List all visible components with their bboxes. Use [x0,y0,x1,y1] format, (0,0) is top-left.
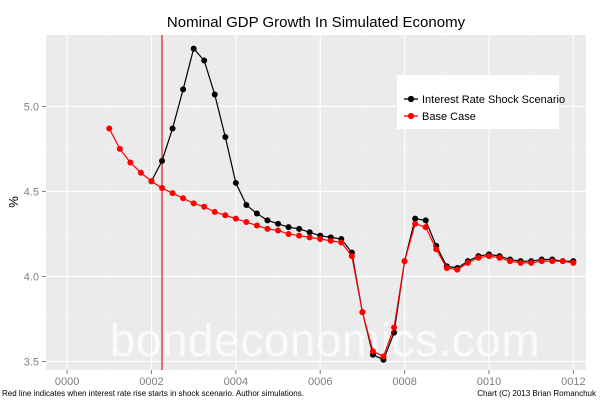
series-base-case [106,125,577,360]
data-point [528,259,535,266]
data-point [190,45,197,52]
data-point [148,178,155,185]
data-point [211,208,218,215]
legend-marker-base [407,112,415,120]
data-point [222,212,229,219]
data-point [253,222,260,229]
data-point [443,264,450,271]
data-point [296,232,303,239]
x-tick-label: 0004 [224,376,248,388]
data-point [169,125,176,132]
data-point [369,348,376,355]
data-point [422,217,429,224]
y-tick-label: 4.5 [24,186,39,198]
data-point [159,157,166,164]
data-point [412,220,419,227]
legend-marker-shock [407,95,415,103]
data-point [327,237,334,244]
data-point [464,259,471,266]
data-point [538,258,545,265]
data-point [422,224,429,231]
x-tick-label: 0006 [308,376,332,388]
data-point [570,259,577,266]
data-point [264,217,271,224]
data-point [559,258,566,265]
data-point [359,309,366,316]
x-tick-label: 0002 [139,376,163,388]
data-point [380,353,387,360]
copyright-note: Chart (C) 2013 Brian Romanchuk [477,389,597,398]
data-point [275,227,282,234]
data-point [475,254,482,261]
x-tick-label: 0010 [477,376,501,388]
data-point [106,125,113,132]
data-point [306,229,313,236]
data-point [496,254,503,261]
data-point [253,210,260,217]
y-axis-ticks: 3.5 4.0 4.5 5.0 [24,101,46,368]
data-point [285,224,292,231]
legend-box [397,75,559,129]
data-point [127,159,134,166]
x-axis-ticks: 0000 0002 0004 0006 0008 0010 0012 [55,370,586,388]
data-point [137,169,144,176]
data-point [517,259,524,266]
data-point [232,179,239,186]
x-tick-label: 0008 [392,376,416,388]
data-point [201,57,208,64]
data-point [190,200,197,207]
data-point [180,195,187,202]
y-tick-label: 3.5 [24,356,39,368]
data-point [180,86,187,93]
series-layer [106,45,577,363]
y-tick-label: 5.0 [24,101,39,113]
watermark: bondeconomics.com [110,314,540,366]
data-point [264,225,271,232]
data-point [285,230,292,237]
data-point [485,253,492,260]
chart-title: Nominal GDP Growth In Simulated Economy [167,14,466,31]
data-point [243,202,250,209]
data-point [116,145,123,152]
data-point [338,239,345,246]
data-point [348,253,355,260]
legend-label-base: Base Case [422,111,476,123]
data-point [391,324,398,331]
data-point [296,225,303,232]
data-point [159,185,166,192]
y-tick-label: 4.0 [24,271,39,283]
data-point [275,220,282,227]
data-point [211,91,218,98]
data-point [306,234,313,241]
legend-label-shock: Interest Rate Shock Scenario [422,94,565,106]
data-point [507,258,514,265]
data-point [232,215,239,222]
data-point [549,258,556,265]
data-point [169,190,176,197]
data-point [243,219,250,226]
x-tick-label: 0000 [55,376,79,388]
data-point [317,236,324,243]
data-point [412,215,419,222]
y-axis-label: % [6,196,21,208]
data-point [201,203,208,210]
footer-note: Red line indicates when interest rate ri… [2,389,304,398]
data-point [454,266,461,273]
data-point [433,246,440,253]
x-tick-label: 0012 [561,376,585,388]
legend: Interest Rate Shock Scenario Base Case [397,75,565,129]
data-point [401,258,408,265]
data-point [222,134,229,141]
